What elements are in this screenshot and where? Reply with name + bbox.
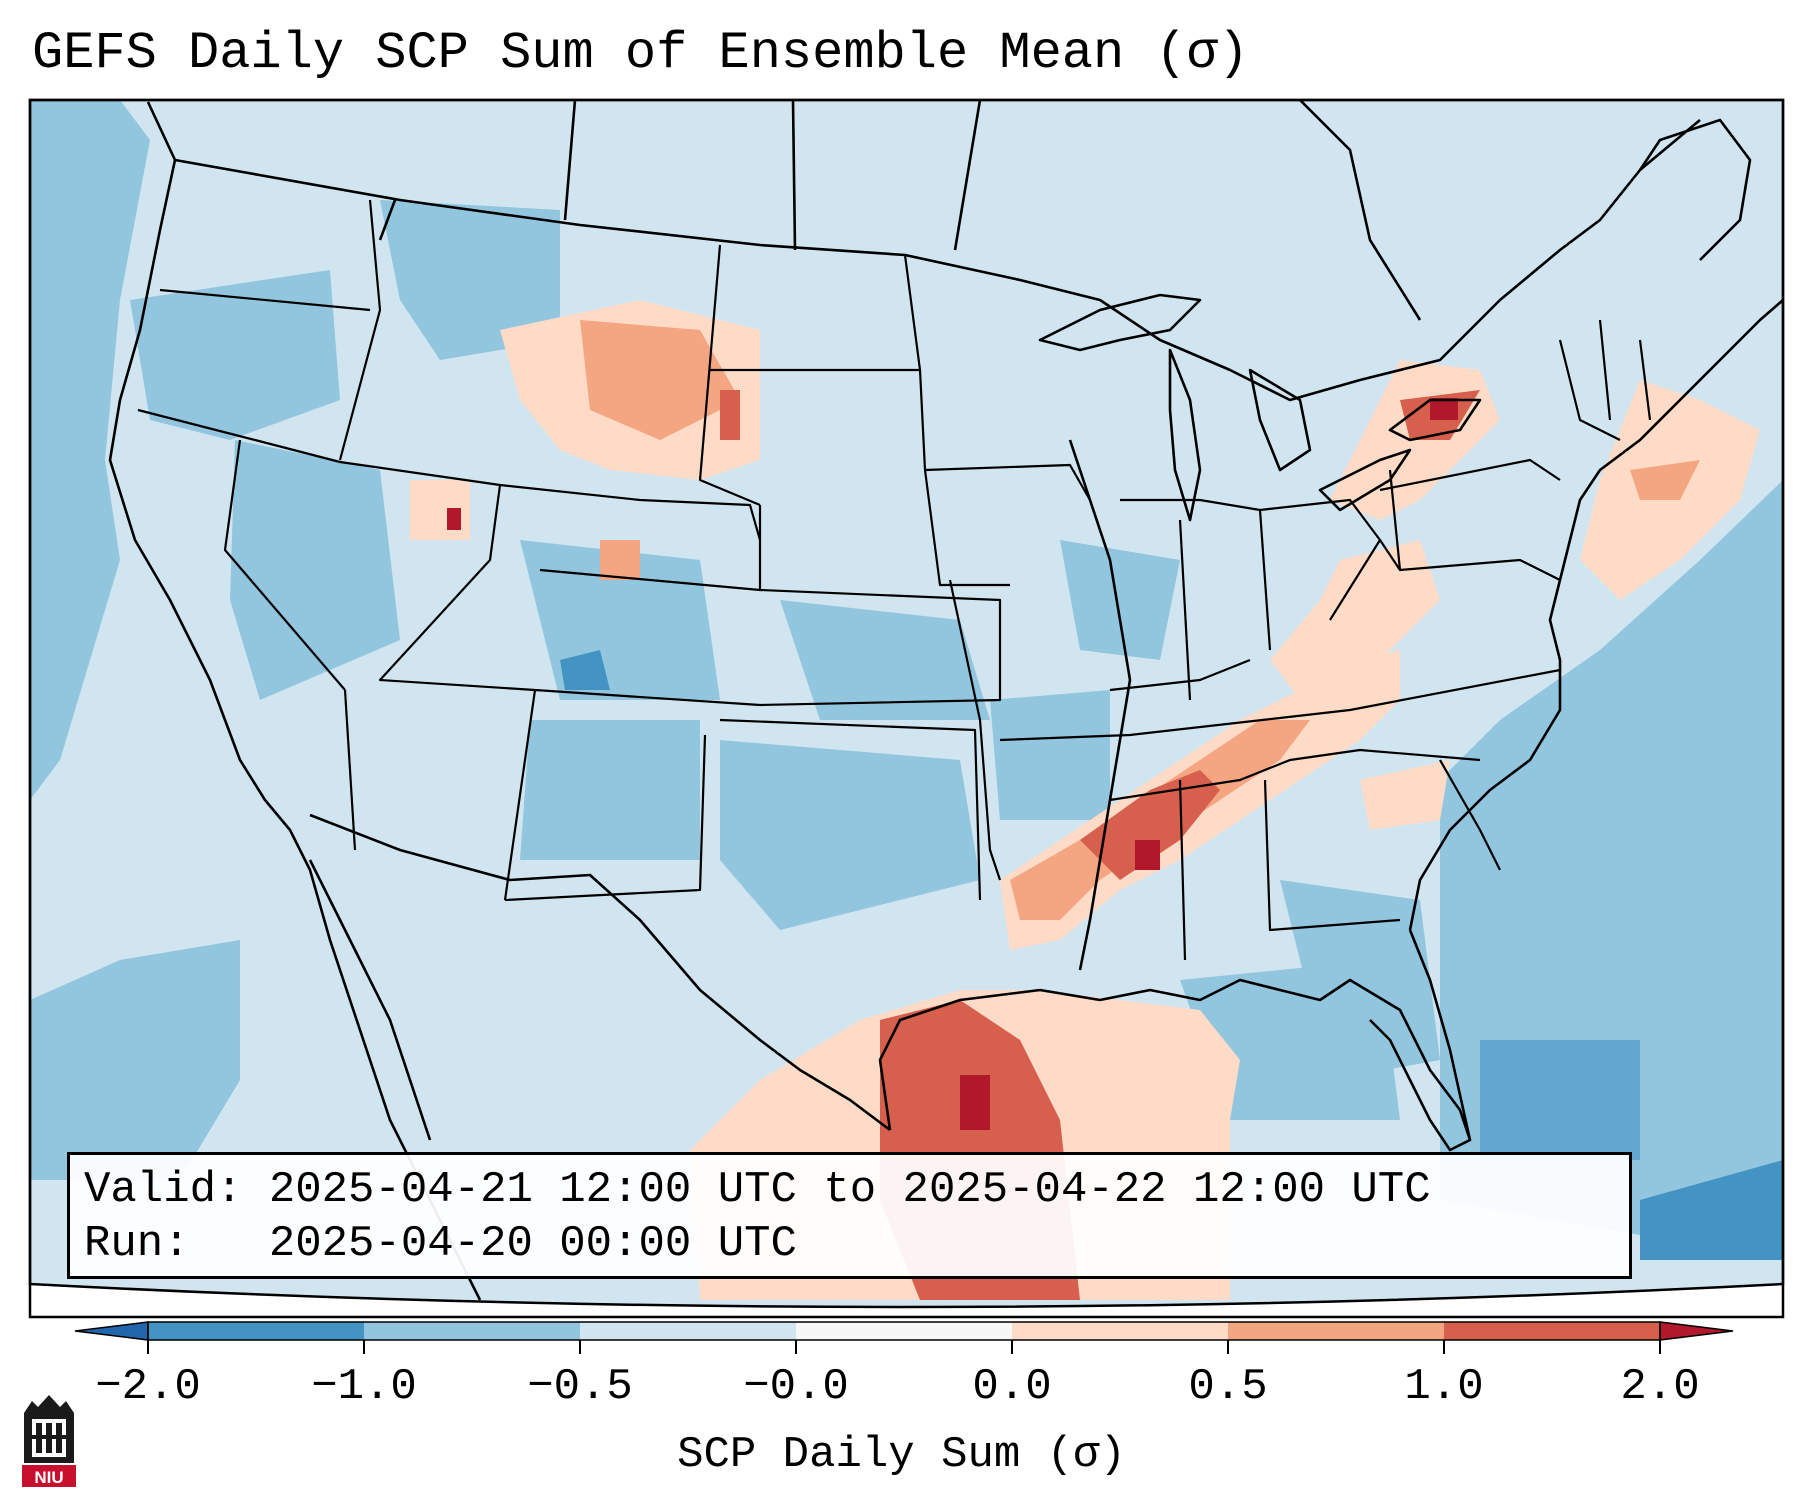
gulf-coast: [878, 978, 1472, 1152]
niu-tower-logo-icon: NIU: [22, 1395, 76, 1487]
colorbar-over-extension: [1659, 1321, 1734, 1341]
state-borders: [137, 199, 1652, 961]
atlantic-deep-blue: [1640, 1160, 1783, 1260]
colorbar-bin-0: [148, 1322, 365, 1340]
map-frame: [28, 98, 1785, 1309]
niu-logo-text: NIU: [34, 1468, 63, 1487]
us-mexico-border: [309, 813, 891, 1132]
colorbar-bin-6: [1444, 1322, 1661, 1340]
colorbar-bin-5: [1228, 1322, 1445, 1340]
colorbar-bin-1: [364, 1322, 581, 1340]
colorado-blue-spot: [560, 650, 610, 690]
colorbar: −2.0 −1.0 −0.5 −0.0 0.0 0.5 1.0 2.0: [74, 1321, 1734, 1412]
great-lakes-erie: [1318, 448, 1412, 512]
colorbar-tick-label: −0.0: [743, 1362, 849, 1412]
valid-run-info-box: Valid: 2025-04-21 12:00 UTC to 2025-04-2…: [67, 1152, 1632, 1279]
colorbar-outline: [147, 1321, 1661, 1341]
colorbar-bin-4: [1012, 1322, 1229, 1340]
colorbar-tick-label: 2.0: [1620, 1362, 1699, 1412]
map-panel: [28, 98, 1785, 1319]
colorbar-label: SCP Daily Sum (σ): [677, 1430, 1126, 1480]
baja-peninsula: [308, 859, 432, 1141]
colorbar-tick-label: 0.0: [972, 1362, 1051, 1412]
map-title: GEFS Daily SCP Sum of Ensemble Mean (σ): [32, 24, 1249, 83]
hudson-bay-shore: [1299, 100, 1752, 321]
florida-east-coast: [1408, 929, 1472, 1141]
colorbar-tick-label: 1.0: [1404, 1362, 1483, 1412]
us-canada-border: [146, 101, 1701, 402]
great-lakes-ontario: [1388, 398, 1482, 442]
colorbar-tick-label: −2.0: [95, 1362, 201, 1412]
idaho-red-spot: [447, 508, 461, 530]
great-lakes-superior: [1038, 293, 1202, 352]
colorbar-tick-label: −0.5: [527, 1362, 633, 1412]
colorbar-under-extension: [74, 1321, 149, 1341]
pacific-ocean-region: [30, 100, 150, 800]
colorbar-tick-label: −1.0: [311, 1362, 417, 1412]
mississippi-river: [1068, 439, 1132, 971]
west-coast: [108, 159, 482, 1301]
colorbar-tick-label: 0.5: [1188, 1362, 1267, 1412]
great-lakes-michigan: [1168, 348, 1202, 522]
valid-time-text: Valid: 2025-04-21 12:00 UTC to 2025-04-2…: [84, 1165, 1431, 1215]
pacific-ocean-lower: [30, 940, 240, 1180]
colorbar-bin-3: [796, 1322, 1013, 1340]
map-border: [28, 98, 1785, 1319]
great-lakes-huron: [1248, 368, 1312, 472]
mississippi-red-spot: [1135, 840, 1160, 870]
colorbar-bin-2: [580, 1322, 797, 1340]
canada-province-lines: [378, 100, 982, 251]
run-time-text: Run: 2025-04-20 00:00 UTC: [84, 1219, 797, 1269]
